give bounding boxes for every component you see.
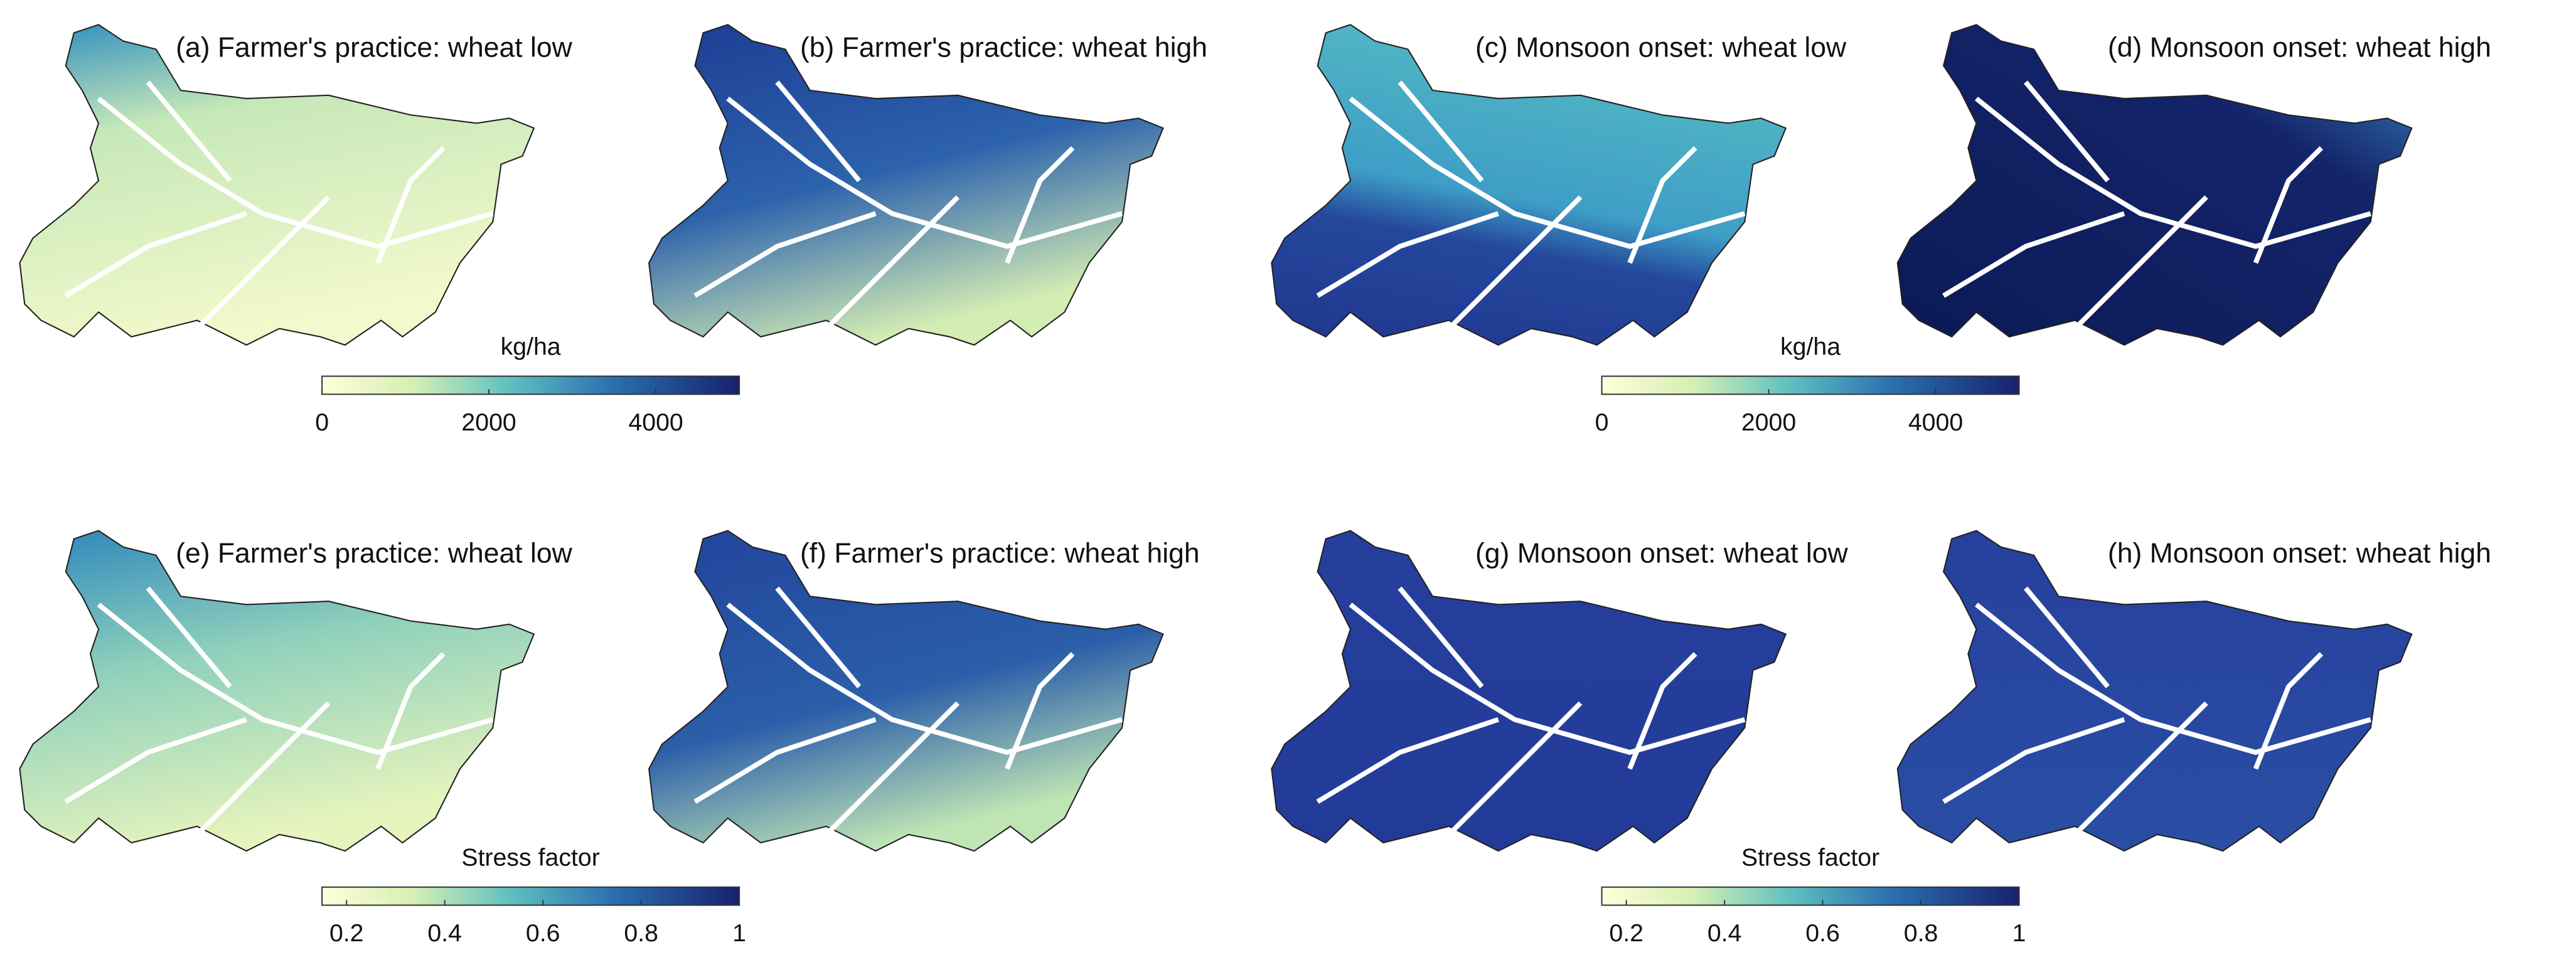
- river: [375, 652, 446, 770]
- river: [1398, 80, 1484, 183]
- river: [1349, 602, 1746, 756]
- panel-title: (d) Monsoon onset: wheat high: [2108, 32, 2491, 63]
- river: [825, 195, 960, 331]
- panel-title: (e) Farmer's practice: wheat low: [176, 538, 573, 569]
- colorbar-tick-label: 0.6: [526, 919, 560, 947]
- map-panel: [648, 24, 1164, 346]
- river: [1942, 211, 2125, 298]
- river: [64, 211, 247, 298]
- river: [825, 701, 960, 836]
- panel-title: (h) Monsoon onset: wheat high: [2108, 538, 2491, 569]
- map-panel: [1896, 24, 2413, 346]
- colorbar-tick-label: 1: [2012, 919, 2026, 947]
- colorbar-tick-label: 0.2: [329, 919, 364, 947]
- colorbar-tick-label: 2000: [461, 409, 516, 436]
- river: [1447, 195, 1583, 331]
- region-map: [19, 530, 535, 852]
- river: [375, 146, 446, 264]
- region-map: [1896, 530, 2413, 852]
- river: [97, 602, 494, 756]
- river: [775, 80, 862, 183]
- colorbar-title: Stress factor: [1741, 844, 1879, 872]
- river: [195, 701, 331, 836]
- river: [2253, 146, 2324, 264]
- river: [726, 602, 1123, 756]
- colorbar-tick-label: 1: [732, 919, 746, 947]
- river: [1005, 652, 1075, 770]
- map-panel: [1896, 530, 2413, 852]
- colorbar: [321, 375, 740, 395]
- colorbar-tick-label: 0: [315, 409, 329, 436]
- river: [1975, 97, 2371, 249]
- river: [1447, 701, 1583, 836]
- colorbar-tick-label: 0.4: [1708, 919, 1742, 947]
- river: [97, 97, 494, 249]
- river: [2253, 652, 2324, 770]
- river: [726, 97, 1123, 249]
- colorbar-title: kg/ha: [501, 333, 561, 360]
- colorbar-tick-label: 0.8: [624, 919, 658, 947]
- river: [1398, 586, 1484, 688]
- region-map: [648, 530, 1164, 852]
- map-panel: [1271, 24, 1787, 346]
- map-panel: [19, 530, 535, 852]
- river: [146, 586, 232, 688]
- river: [775, 586, 862, 688]
- river: [1627, 652, 1697, 770]
- river: [693, 717, 877, 804]
- map-panel: [648, 530, 1164, 852]
- panel-title: (c) Monsoon onset: wheat low: [1475, 32, 1847, 63]
- river: [2073, 701, 2208, 836]
- region-map: [19, 24, 535, 346]
- colorbar-tick-label: 0.2: [1609, 919, 1643, 947]
- colorbar-tick-label: 2000: [1741, 409, 1796, 436]
- panel-title: (b) Farmer's practice: wheat high: [800, 32, 1207, 63]
- river: [2073, 195, 2208, 331]
- region-map: [648, 24, 1164, 346]
- panel-title: (f) Farmer's practice: wheat high: [800, 538, 1200, 569]
- map-panel: [1271, 530, 1787, 852]
- river: [1942, 717, 2125, 804]
- river: [2023, 80, 2110, 183]
- region-map: [1271, 24, 1787, 346]
- colorbar-tick-label: 0.6: [1805, 919, 1840, 947]
- colorbar-tick-label: 4000: [628, 409, 683, 436]
- river: [1349, 97, 1746, 249]
- colorbar-title: kg/ha: [1780, 333, 1841, 360]
- panel-title: (g) Monsoon onset: wheat low: [1475, 538, 1849, 569]
- river: [1316, 717, 1499, 804]
- river: [2023, 586, 2110, 688]
- river: [146, 80, 232, 183]
- river: [195, 195, 331, 331]
- region-map: [1896, 24, 2413, 346]
- colorbar: [1601, 375, 2020, 395]
- river: [693, 211, 877, 298]
- river: [1627, 146, 1697, 264]
- colorbar-tick-label: 0.8: [1904, 919, 1938, 947]
- river: [1005, 146, 1075, 264]
- colorbar: [1601, 886, 2020, 906]
- river: [64, 717, 247, 804]
- colorbar-tick-label: 4000: [1908, 409, 1963, 436]
- panel-title: (a) Farmer's practice: wheat low: [176, 32, 573, 63]
- colorbar-tick-label: 0: [1595, 409, 1609, 436]
- river: [1316, 211, 1499, 298]
- colorbar-tick-label: 0.4: [427, 919, 462, 947]
- colorbar-title: Stress factor: [461, 844, 599, 872]
- river: [1975, 602, 2371, 756]
- map-panel: [19, 24, 535, 346]
- colorbar: [321, 886, 740, 906]
- region-map: [1271, 530, 1787, 852]
